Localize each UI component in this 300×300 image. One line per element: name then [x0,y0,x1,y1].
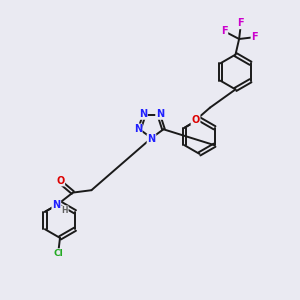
Text: N: N [52,200,60,210]
Text: N: N [147,134,156,144]
Text: F: F [251,32,258,42]
Text: N: N [134,124,142,134]
Text: N: N [139,109,147,119]
Text: F: F [237,18,244,28]
Text: N: N [156,109,164,119]
Text: F: F [221,26,227,36]
Text: Cl: Cl [54,249,63,258]
Text: H: H [61,206,68,215]
Text: O: O [56,176,64,186]
Text: O: O [191,115,200,125]
